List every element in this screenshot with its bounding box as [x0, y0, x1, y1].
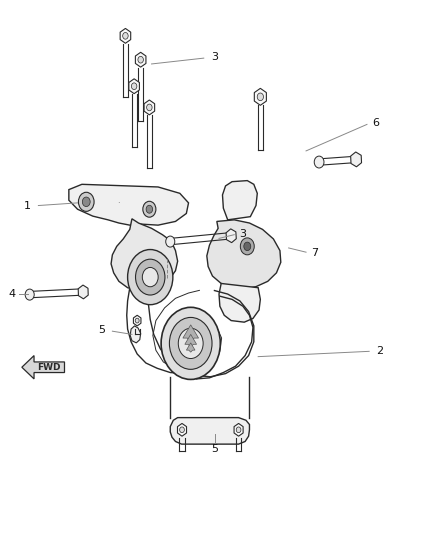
- Polygon shape: [111, 219, 178, 290]
- Circle shape: [161, 308, 220, 379]
- Polygon shape: [135, 52, 146, 67]
- Polygon shape: [234, 423, 243, 436]
- Text: 4: 4: [9, 289, 16, 299]
- Circle shape: [314, 156, 324, 168]
- Polygon shape: [177, 423, 187, 436]
- Circle shape: [135, 318, 139, 323]
- Text: 3: 3: [240, 229, 247, 239]
- Polygon shape: [170, 418, 250, 444]
- Text: 3: 3: [211, 52, 218, 62]
- Circle shape: [147, 104, 152, 111]
- Text: 2: 2: [377, 346, 384, 357]
- Circle shape: [138, 56, 143, 63]
- Circle shape: [131, 83, 137, 90]
- Polygon shape: [351, 152, 361, 167]
- Text: ·: ·: [117, 199, 120, 208]
- Polygon shape: [129, 79, 139, 94]
- Circle shape: [78, 192, 94, 212]
- Circle shape: [82, 197, 90, 207]
- Circle shape: [143, 201, 156, 217]
- Circle shape: [127, 249, 173, 305]
- Polygon shape: [185, 334, 197, 347]
- Polygon shape: [144, 100, 155, 115]
- Circle shape: [236, 427, 241, 433]
- Text: 1: 1: [24, 200, 31, 211]
- Circle shape: [135, 259, 165, 295]
- Circle shape: [170, 318, 212, 369]
- Text: 5: 5: [98, 325, 105, 335]
- Circle shape: [142, 268, 158, 287]
- Text: FWD: FWD: [38, 363, 61, 372]
- Circle shape: [244, 242, 251, 251]
- Polygon shape: [130, 326, 141, 343]
- Text: 5: 5: [211, 445, 218, 455]
- Polygon shape: [183, 325, 198, 342]
- Circle shape: [25, 289, 34, 300]
- Polygon shape: [226, 229, 236, 243]
- Circle shape: [180, 427, 184, 433]
- Polygon shape: [254, 88, 266, 106]
- Polygon shape: [219, 284, 260, 322]
- Circle shape: [123, 33, 128, 39]
- Polygon shape: [120, 28, 131, 43]
- Circle shape: [240, 238, 254, 255]
- Polygon shape: [22, 356, 64, 379]
- Text: 7: 7: [311, 248, 318, 259]
- Circle shape: [166, 236, 175, 247]
- Polygon shape: [223, 181, 257, 220]
- Polygon shape: [78, 285, 88, 299]
- Circle shape: [146, 205, 152, 213]
- Text: 6: 6: [372, 118, 379, 128]
- Circle shape: [178, 328, 203, 359]
- Polygon shape: [69, 184, 188, 225]
- Polygon shape: [134, 316, 141, 326]
- Polygon shape: [187, 343, 195, 352]
- Polygon shape: [207, 220, 281, 289]
- Circle shape: [257, 93, 264, 101]
